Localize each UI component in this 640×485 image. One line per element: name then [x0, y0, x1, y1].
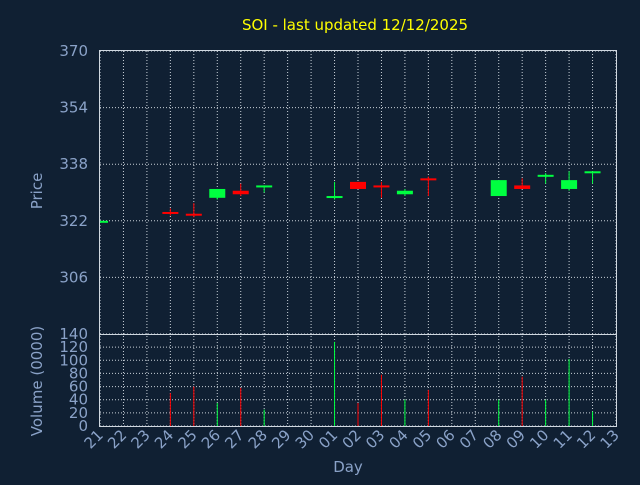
x-tick-label: 03	[362, 426, 388, 452]
price-axis-title: Price	[28, 173, 46, 210]
volume-tick-label: 60	[69, 378, 88, 396]
x-tick-label: 22	[104, 426, 130, 452]
volume-plot	[169, 341, 594, 426]
price-tick-label: 306	[59, 268, 88, 286]
x-axis-title: Day	[333, 458, 363, 476]
x-tick-label: 24	[151, 426, 177, 452]
candle-body	[209, 188, 226, 198]
candle-body	[350, 181, 366, 189]
price-tick-label: 338	[59, 155, 88, 173]
x-tick-label: 27	[221, 426, 247, 452]
candle-body	[490, 180, 507, 197]
candle-body	[232, 190, 249, 195]
candle-body	[256, 185, 273, 188]
x-tick-label: 23	[128, 426, 154, 452]
x-tick-label: 26	[198, 426, 224, 452]
price-tick-label: 370	[59, 42, 88, 60]
price-tick-label: 354	[59, 99, 88, 117]
x-tick-label: 25	[174, 426, 200, 452]
candle-body	[420, 178, 437, 181]
volume-tick-label: 120	[59, 338, 88, 356]
volume-plot-frame	[99, 334, 617, 427]
x-tick-label: 30	[292, 426, 318, 452]
x-tick-label: 11	[550, 426, 576, 452]
volume-tick-label: 140	[59, 325, 88, 343]
candle-body	[373, 185, 390, 188]
chart-title: SOI - last updated 12/12/2025	[242, 16, 468, 34]
grid-layer	[99, 50, 617, 427]
x-tick-label: 28	[245, 426, 271, 452]
candle-body	[162, 211, 179, 214]
x-tick-label: 01	[315, 426, 341, 452]
x-tick-label: 02	[339, 426, 365, 452]
volume-tick-label: 0	[78, 417, 88, 435]
volume-tick-label: 80	[69, 364, 88, 382]
candle-body	[514, 185, 531, 189]
volume-tick-label: 40	[69, 391, 88, 409]
candle-body	[561, 180, 578, 189]
x-tick-label: 04	[386, 426, 412, 452]
tick-labels: 3703543383223061401201008060402002122232…	[59, 42, 622, 452]
x-tick-label: 07	[456, 426, 482, 452]
x-tick-label: 05	[409, 426, 435, 452]
volume-tick-label: 20	[69, 404, 88, 422]
price-plot	[100, 171, 601, 223]
candle-body	[537, 174, 554, 177]
x-tick-label: 06	[432, 426, 458, 452]
x-tick-label: 10	[526, 426, 552, 452]
x-tick-label: 13	[597, 426, 623, 452]
volume-tick-label: 100	[59, 351, 88, 369]
volume-axis-title: Volume (0000)	[28, 326, 46, 436]
x-tick-label: 12	[573, 426, 599, 452]
candle-body	[100, 220, 108, 223]
candle-body	[584, 171, 601, 174]
candle-body	[326, 196, 343, 199]
candle-body	[185, 213, 202, 216]
x-tick-label: 08	[479, 426, 505, 452]
price-tick-label: 322	[59, 212, 88, 230]
x-tick-label: 29	[268, 426, 294, 452]
x-tick-label: 09	[503, 426, 529, 452]
candle-body	[396, 190, 413, 195]
